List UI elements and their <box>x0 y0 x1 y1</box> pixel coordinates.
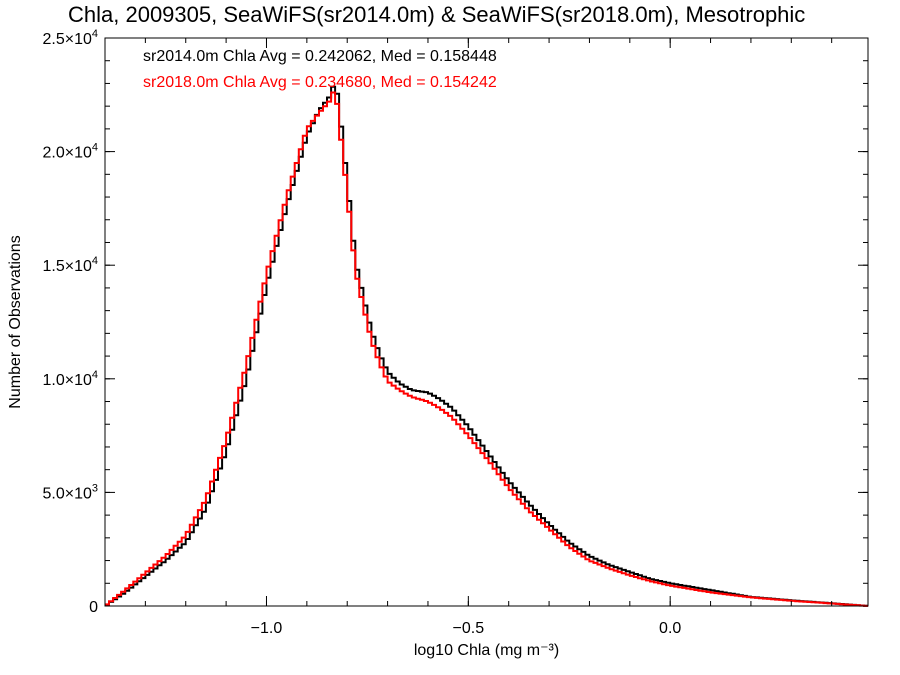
y-tick-label: 2.5×104 <box>42 28 98 48</box>
x-tick-label: −1.0 <box>251 620 283 637</box>
y-tick-label: 2.0×104 <box>42 142 98 162</box>
stats-annotation-sr2014: sr2014.0m Chla Avg = 0.242062, Med = 0.1… <box>143 48 497 65</box>
y-axis-label: Number of Observations <box>7 235 24 408</box>
chart-title: Chla, 2009305, SeaWiFS(sr2014.0m) & SeaW… <box>68 2 805 27</box>
y-tick-mantissa: 1.0×10 <box>42 372 91 389</box>
plot-frame <box>104 37 869 607</box>
series-layer <box>105 85 868 607</box>
series-line-0 <box>105 85 868 607</box>
x-axis: −1.0 −0.5 0.0 <box>104 38 833 637</box>
y-tick-exponent: 4 <box>92 369 98 381</box>
stats-annotation-sr2018: sr2018.0m Chla Avg = 0.234680, Med = 0.1… <box>143 74 497 91</box>
x-tick-label: 0.0 <box>659 620 681 637</box>
series-line-1 <box>105 91 868 607</box>
y-tick-mantissa: 1.5×10 <box>42 258 91 275</box>
y-tick-mantissa: 2.0×10 <box>42 145 91 162</box>
x-tick-label: −0.5 <box>453 620 485 637</box>
y-tick-label: 1.5×104 <box>42 255 98 275</box>
y-tick-exponent: 4 <box>92 142 98 154</box>
y-tick-mantissa: 2.5×10 <box>42 31 91 48</box>
y-tick-mantissa: 0 <box>89 599 98 616</box>
y-tick-exponent: 4 <box>92 255 98 267</box>
y-tick-label: 1.0×104 <box>42 369 98 389</box>
x-axis-label: log10 Chla (mg m⁻³) <box>414 642 559 659</box>
y-tick-mantissa: 5.0×10 <box>42 485 91 502</box>
y-tick-label: 0 <box>89 599 98 616</box>
y-tick-exponent: 3 <box>92 482 98 494</box>
y-tick-exponent: 4 <box>92 28 98 40</box>
y-tick-label: 5.0×103 <box>42 482 98 502</box>
